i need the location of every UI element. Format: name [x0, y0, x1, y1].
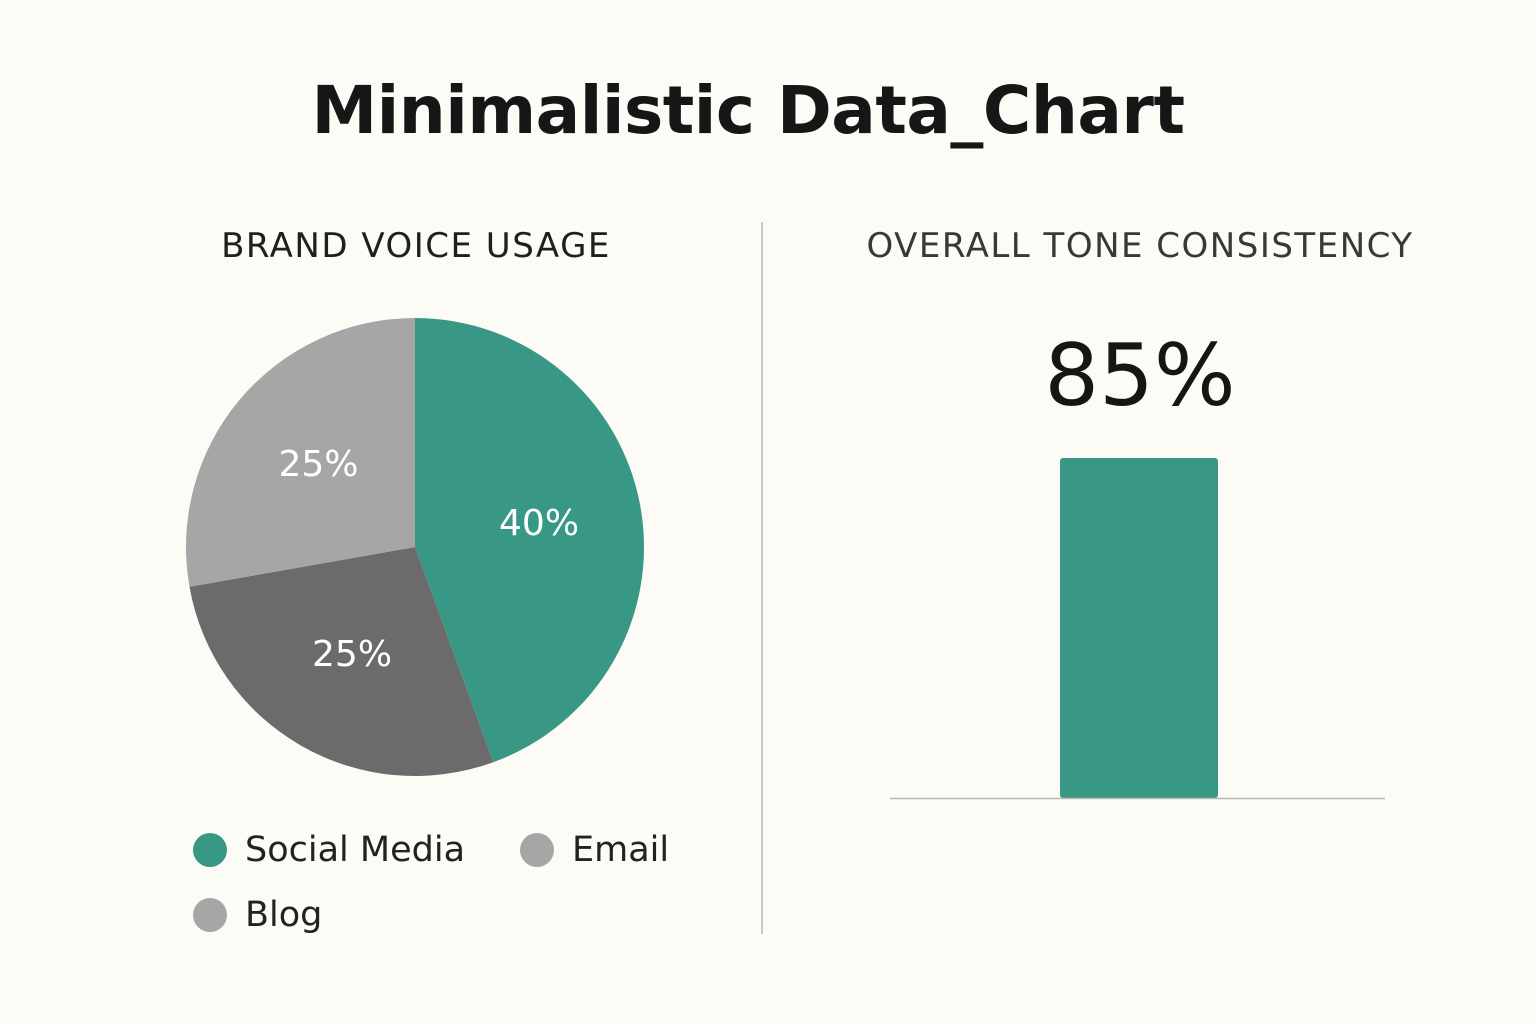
page-title: Minimalistic Data_Chart [311, 72, 1186, 149]
legend-swatch [193, 833, 227, 867]
legend-item-blog: Blog [193, 893, 322, 937]
legend-item-social-media: Social Media [193, 828, 465, 872]
legend-label: Email [572, 830, 670, 870]
pie-slice-label: 25% [279, 444, 359, 485]
legend-label: Blog [245, 895, 323, 935]
legend-swatch [520, 833, 554, 867]
bar-chart-title: OVERALL TONE CONSISTENCY [866, 226, 1414, 266]
pie-chart: 40% 25% 25% [186, 318, 644, 776]
pie-slice-label: 25% [312, 634, 392, 675]
legend-item-email: Email [520, 828, 669, 872]
pie-slice-label: 40% [499, 503, 579, 544]
bar-chart [890, 458, 1385, 800]
pie-chart-title: BRAND VOICE USAGE [221, 226, 611, 266]
tone-consistency-value: 85% [1044, 326, 1236, 426]
pie-slice-email [186, 318, 415, 587]
pie-slice-blog [189, 547, 494, 776]
pie-slice-social-media [415, 318, 644, 763]
panel-divider [761, 222, 763, 934]
legend-label: Social Media [245, 830, 466, 870]
legend-swatch [193, 898, 227, 932]
bar-tone-consistency [1060, 458, 1218, 798]
